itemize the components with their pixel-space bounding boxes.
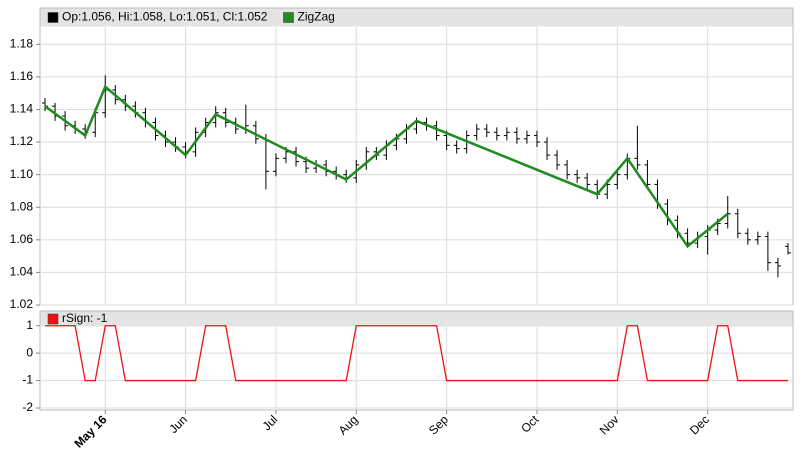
y-tick-label: 1.04	[10, 265, 34, 279]
legend-label: rSign: -1	[62, 311, 108, 325]
legend-bar	[40, 8, 793, 27]
zigzag-line	[44, 84, 729, 249]
panel-background	[39, 310, 794, 411]
y-tick-label: 0	[26, 345, 33, 359]
y-tick-label: 1.08	[10, 199, 34, 213]
x-tick-label: Aug	[336, 412, 361, 437]
x-tick-label: Jul	[260, 412, 281, 433]
y-tick-label: -1	[22, 373, 33, 387]
y-tick-label: 1	[26, 318, 33, 332]
series-line	[45, 325, 788, 382]
legend-label: ZigZag	[297, 10, 334, 24]
x-tick-label: Dec	[687, 412, 712, 437]
legend-label: Op:1.056, Hi:1.058, Lo:1.051, Cl:1.052	[62, 10, 268, 24]
x-tick-label: Sep	[426, 412, 451, 437]
legend-bar	[40, 311, 793, 327]
y-tick-label: 1.16	[10, 69, 34, 83]
x-tick-label: May 16	[71, 412, 109, 450]
y-tick-label: 1.12	[10, 134, 34, 148]
legend-swatch	[47, 12, 59, 23]
y-tick-label: -2	[22, 400, 33, 414]
panel-background	[39, 7, 794, 306]
legend-swatch	[47, 313, 59, 325]
y-tick-label: 1.10	[10, 167, 34, 181]
legend-swatch	[283, 12, 294, 23]
y-tick-label: 1.06	[10, 232, 34, 246]
x-tick-label: Oct	[518, 412, 542, 436]
y-tick-label: 1.14	[10, 102, 34, 116]
x-tick-label: Jun	[166, 412, 190, 436]
y-tick-label: 1.02	[10, 297, 34, 311]
y-tick-label: 1.18	[10, 36, 34, 50]
x-tick-label: Nov	[597, 412, 622, 437]
